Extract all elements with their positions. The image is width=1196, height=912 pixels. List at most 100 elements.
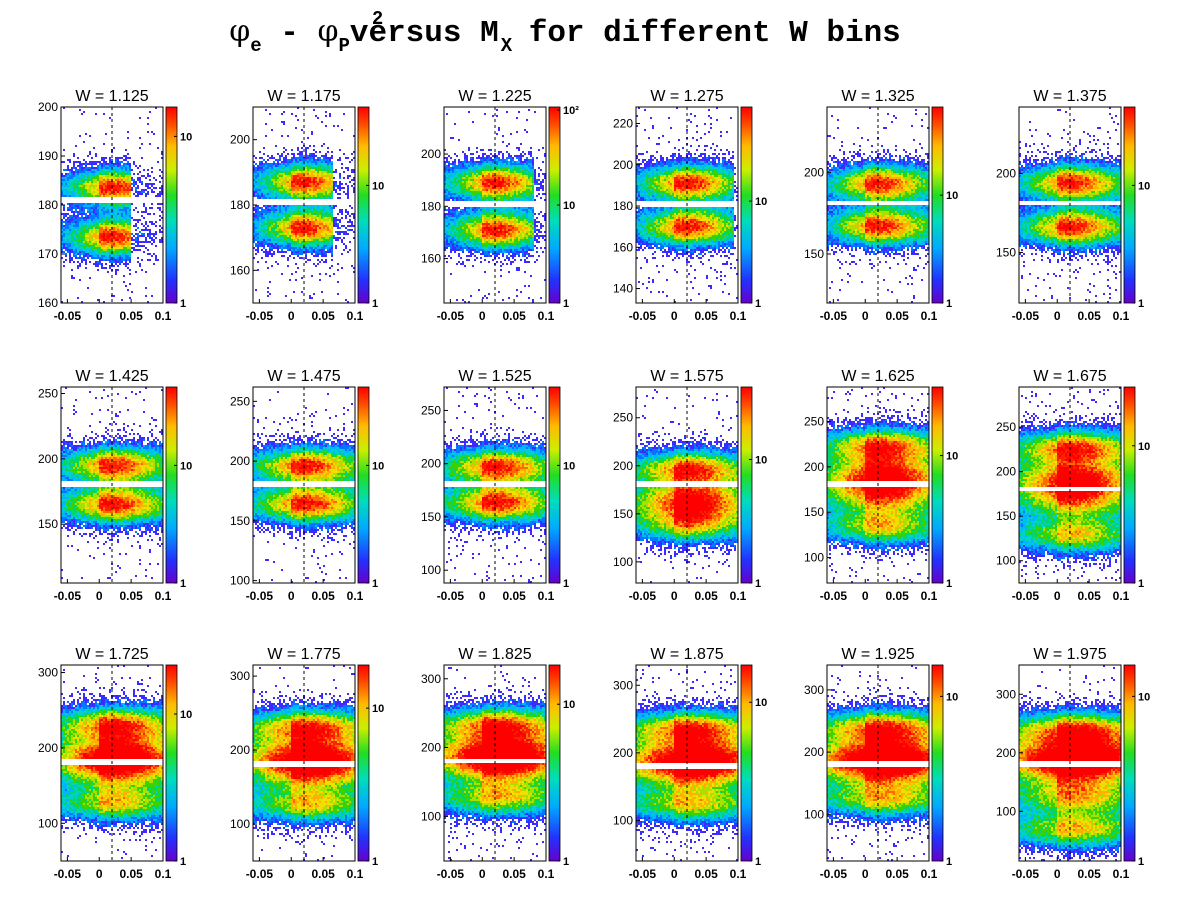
- heat-cell: [85, 167, 87, 169]
- heat-cell: [85, 207, 87, 209]
- heat-cell: [313, 161, 315, 163]
- heat-cell: [133, 247, 135, 249]
- heat-cell: [87, 217, 89, 219]
- heat-cell: [141, 269, 143, 271]
- heat-cell: [85, 233, 87, 235]
- heat-cell: [127, 195, 129, 197]
- heat-cell: [147, 259, 149, 261]
- heat-cell: [83, 221, 85, 223]
- heat-cell: [87, 177, 89, 179]
- heat-cell: [115, 233, 117, 235]
- heat-cell: [121, 235, 123, 237]
- heat-cell: [77, 157, 79, 159]
- heat-cell: [103, 253, 105, 255]
- heat-cell: [85, 213, 87, 215]
- heat-cell: [127, 177, 129, 179]
- heat-cell: [81, 179, 83, 181]
- heat-cell: [327, 163, 329, 165]
- heat-cell: [97, 231, 99, 233]
- heat-cell: [121, 211, 123, 213]
- heat-cell: [149, 183, 151, 185]
- heat-cell: [87, 253, 89, 255]
- heat-cell: [139, 181, 141, 183]
- heat-cell: [101, 203, 103, 205]
- heat-cell: [95, 245, 97, 247]
- heat-cell: [141, 183, 143, 185]
- heat-cell: [113, 195, 115, 197]
- heat-cell: [67, 193, 69, 195]
- heat-cell: [117, 173, 119, 175]
- heat-cell: [259, 157, 261, 159]
- heat-cell: [63, 189, 65, 191]
- heat-cell: [119, 239, 121, 241]
- heat-cell: [127, 235, 129, 237]
- heat-cell: [125, 257, 127, 259]
- heat-cell: [145, 241, 147, 243]
- heat-cell: [87, 155, 89, 157]
- panel: W = 1.125160170180190200-0.05 0 0.05 0.1110: [38, 88, 192, 323]
- heat-cell: [105, 219, 107, 221]
- heat-cell: [325, 159, 327, 161]
- x-tick-label: 0: [96, 309, 103, 323]
- heat-cell: [97, 237, 99, 239]
- heat-cell: [69, 249, 71, 251]
- heat-cell: [79, 253, 81, 255]
- heat-cell: [79, 189, 81, 191]
- heat-cell: [265, 161, 267, 163]
- heat-cell: [81, 203, 83, 205]
- heat-cell: [301, 163, 303, 165]
- heat-cell: [85, 251, 87, 253]
- heat-cell: [85, 255, 87, 257]
- heat-cell: [101, 267, 103, 269]
- heat-cell: [107, 213, 109, 215]
- heat-cell: [91, 257, 93, 259]
- heat-cell: [73, 247, 75, 249]
- heat-cell: [155, 187, 157, 189]
- heat-cell: [81, 195, 83, 197]
- heat-cell: [103, 173, 105, 175]
- heat-cell: [129, 181, 131, 183]
- heat-cell: [87, 207, 89, 209]
- heat-cell: [101, 247, 103, 249]
- heat-cell: [97, 167, 99, 169]
- heat-cell: [93, 245, 95, 247]
- heat-cell: [67, 237, 69, 239]
- heat-cell: [91, 157, 93, 159]
- heat-cell: [119, 165, 121, 167]
- heat-cell: [125, 179, 127, 181]
- heat-cell: [117, 223, 119, 225]
- heat-cell: [133, 193, 135, 195]
- heat-cell: [87, 179, 89, 181]
- heat-cell: [315, 155, 317, 157]
- heat-cell: [275, 159, 277, 161]
- heat-cell: [127, 171, 129, 173]
- heat-cell: [71, 211, 73, 213]
- heat-cell: [101, 193, 103, 195]
- heat-cell: [63, 175, 65, 177]
- heat-cell: [159, 187, 161, 189]
- heat-cell: [147, 169, 149, 171]
- heat-cell: [69, 229, 71, 231]
- heat-cell: [109, 217, 111, 219]
- heat-cell: [107, 187, 109, 189]
- heat-cell: [129, 225, 131, 227]
- heat-cell: [125, 221, 127, 223]
- heat-cell: [113, 295, 115, 297]
- heat-cell: [83, 231, 85, 233]
- heat-cell: [271, 129, 273, 131]
- heat-cell: [127, 167, 129, 169]
- heat-cell: [107, 241, 109, 243]
- heat-cell: [83, 191, 85, 193]
- heat-cell: [65, 169, 67, 171]
- heat-cell: [117, 213, 119, 215]
- heat-cell: [81, 237, 83, 239]
- heat-cell: [327, 159, 329, 161]
- heat-cell: [133, 249, 135, 251]
- heat-cell: [301, 147, 303, 149]
- heat-cell: [107, 243, 109, 245]
- heat-cell: [135, 189, 137, 191]
- heat-cell: [87, 173, 89, 175]
- heat-cell: [159, 231, 161, 233]
- heat-cell: [77, 183, 79, 185]
